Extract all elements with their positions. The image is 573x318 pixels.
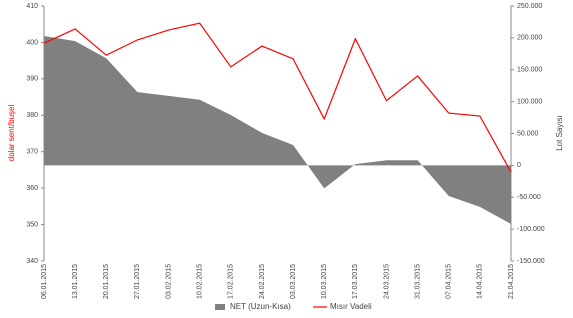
x-tick-label: 20.01.2015 bbox=[103, 264, 110, 299]
y-tick-label: 380 bbox=[26, 112, 38, 119]
y2-axis-title: Lot Sayısı bbox=[555, 115, 564, 151]
y-tick-label: 410 bbox=[26, 3, 38, 10]
y2-tick-label: 50.000 bbox=[517, 130, 539, 137]
x-tick-label: 07.04.2015 bbox=[446, 264, 453, 299]
y2-tick-label: 0 bbox=[517, 162, 521, 169]
legend-swatch bbox=[215, 304, 225, 310]
y-tick-label: 360 bbox=[26, 185, 38, 192]
y-tick-label: 390 bbox=[26, 76, 38, 83]
x-tick-label: 24.03.2015 bbox=[383, 264, 390, 299]
x-tick-label: 17.03.2015 bbox=[352, 264, 359, 299]
legend-label: Mısır Vadeli bbox=[330, 302, 372, 311]
legend-label: NET (Uzun-Kısa) bbox=[230, 302, 291, 311]
x-tick-label: 14.04.2015 bbox=[477, 264, 484, 299]
y-tick-label: 370 bbox=[26, 149, 38, 156]
y-tick-label: 400 bbox=[26, 39, 38, 46]
y-tick-label: 350 bbox=[26, 221, 38, 228]
y2-tick-label: 100.000 bbox=[517, 98, 542, 105]
x-tick-label: 27.01.2015 bbox=[134, 264, 141, 299]
y-tick-label: 340 bbox=[26, 258, 38, 265]
x-tick-label: 10.02.2015 bbox=[197, 264, 204, 299]
line bbox=[43, 22, 512, 173]
y2-tick-label: 250.000 bbox=[517, 3, 542, 10]
x-tick-label: 17.02.2015 bbox=[228, 264, 235, 299]
y2-tick-label: -100.000 bbox=[517, 226, 545, 233]
x-tick-label: 24.02.2015 bbox=[259, 264, 266, 299]
x-tick-label: 03.03.2015 bbox=[290, 264, 297, 299]
x-tick-label: 21.04.2015 bbox=[508, 264, 515, 299]
x-tick-label: 31.03.2015 bbox=[414, 264, 421, 299]
y2-tick-label: -150.000 bbox=[517, 258, 545, 265]
x-tick-label: 13.01.2015 bbox=[72, 264, 79, 299]
x-tick-label: 10.03.2015 bbox=[321, 264, 328, 299]
y2-tick-label: 200.000 bbox=[517, 35, 542, 42]
y2-tick-label: 150.000 bbox=[517, 67, 542, 74]
y2-tick-label: -50.000 bbox=[517, 194, 541, 201]
y-axis-title: dolar sent/buşel bbox=[7, 105, 16, 162]
area bbox=[44, 35, 511, 225]
x-tick-label: 06.01.2015 bbox=[41, 264, 48, 299]
x-tick-label: 03.02.2015 bbox=[165, 264, 172, 299]
